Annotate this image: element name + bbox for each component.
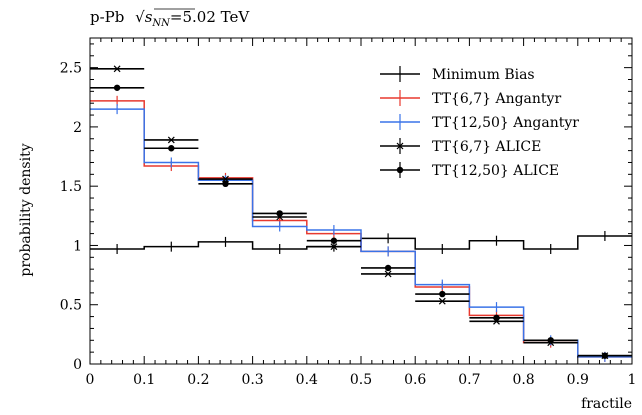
legend: Minimum Bias TT{6,7} Angantyr TT{12,50} An… (380, 66, 579, 179)
x-tick-label: 0.8 (512, 372, 534, 388)
data-point-tt-6-7-alice (113, 65, 121, 73)
y-tick-label: 0.5 (60, 298, 82, 314)
data-point-tt-6-7-alice (330, 243, 338, 251)
y-tick-label: 0 (73, 357, 82, 373)
legend-label: TT{12,50} ALICE (432, 163, 559, 179)
chart-title: p-Pb √sNN=5.02 TeV (90, 8, 250, 29)
sqrt-symbol: √ (135, 8, 145, 26)
cross-stroke (384, 270, 392, 278)
y-tick-label: 1 (73, 238, 82, 254)
legend-label: Minimum Bias (432, 67, 535, 83)
legend-swatch-dot (396, 166, 404, 174)
data-points-layer (90, 65, 632, 360)
data-point-tt-12-50-alice (222, 180, 229, 188)
axes-layer: 0 0.1 0.2 0.3 0.4 0.5 0.6 0.7 0.8 0.9 1 0 0.5 1 1.5 2 2.… (60, 37, 637, 388)
cross-stroke (113, 65, 121, 73)
x-axis-label: fractile (581, 396, 632, 412)
x-tick-label: 0.3 (241, 372, 263, 388)
data-point-tt-6-7-alice (167, 136, 175, 144)
data-point-tt-12-50-alice (276, 210, 283, 217)
cross-stroke (167, 136, 175, 144)
y-tick-label: 2.5 (60, 61, 82, 77)
data-point-tt-12-50-alice (547, 337, 554, 344)
data-point-tt-12-50-alice (384, 264, 392, 272)
legend-label: TT{6,7} Angantyr (432, 91, 561, 107)
data-point-tt-6-7-alice (222, 175, 229, 183)
cross-stroke (330, 243, 338, 251)
legend-item-minimum-bias: Minimum Bias (380, 66, 535, 83)
x-tick-label: 0.5 (350, 372, 372, 388)
cross-stroke (222, 175, 229, 183)
legend-item-tt-6-7-alice: TT{6,7} ALICE (380, 138, 541, 155)
legend-label: TT{6,7} ALICE (432, 139, 541, 155)
histogram-layer (90, 95, 632, 362)
legend-swatch-cross (396, 142, 404, 150)
legend-item-tt-12-50-angantyr: TT{12,50} Angantyr (380, 114, 579, 131)
data-point-tt-12-50-alice (601, 352, 609, 359)
data-point-tt-6-7-alice (438, 297, 446, 305)
legend-label: TT{12,50} Angantyr (432, 115, 579, 131)
legend-item-tt-6-7-angantyr: TT{6,7} Angantyr (380, 90, 561, 107)
legend-item-tt-12-50-alice: TT{12,50} ALICE (380, 162, 559, 179)
data-point-tt-12-50-alice (168, 145, 175, 152)
data-point-tt-12-50-alice (439, 290, 446, 298)
cross-stroke (438, 297, 446, 305)
x-tick-label: 0.2 (187, 372, 209, 388)
x-tick-label: 0.1 (133, 372, 155, 388)
x-tick-label: 0.9 (567, 372, 589, 388)
x-tick-label: 0.6 (404, 372, 426, 388)
y-tick-label: 1.5 (60, 179, 82, 195)
x-tick-label: 1 (628, 372, 637, 388)
y-tick-label: 2 (73, 120, 82, 136)
y-axis-label: probability density (18, 143, 34, 276)
plot-frame (89, 37, 633, 365)
x-tick-label: 0 (86, 372, 95, 388)
data-point-tt-12-50-alice (493, 314, 500, 321)
x-tick-label: 0.4 (296, 372, 318, 388)
data-point-tt-12-50-alice (330, 237, 338, 244)
data-point-tt-6-7-alice (384, 270, 392, 278)
x-tick-label: 0.7 (458, 372, 480, 388)
data-point-tt-12-50-alice (113, 84, 121, 91)
